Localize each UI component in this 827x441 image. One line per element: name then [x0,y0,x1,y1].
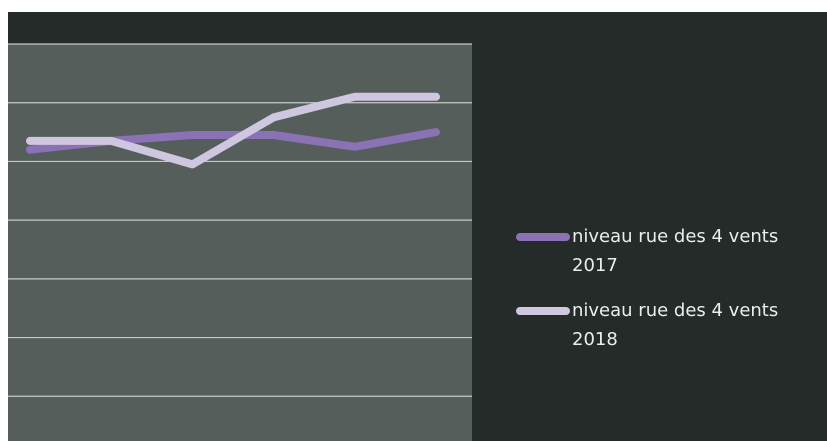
series-line-2018 [26,92,440,169]
legend-label-2017: niveau rue des 4 vents 2017 [572,226,779,276]
gridlines [8,43,472,397]
legend-label-2018: niveau rue des 4 vents 2018 [572,300,779,350]
legend-item-2017: niveau rue des 4 vents 2017 [512,222,822,296]
legend-swatch-2018 [516,307,570,315]
legend: niveau rue des 4 vents 2017 niveau rue d… [512,222,822,370]
legend-item-2018: niveau rue des 4 vents 2018 [512,296,822,370]
plot-area [8,44,472,441]
scan-margin [0,0,827,12]
series-lines [26,92,440,169]
legend-swatch-2017 [516,233,570,241]
